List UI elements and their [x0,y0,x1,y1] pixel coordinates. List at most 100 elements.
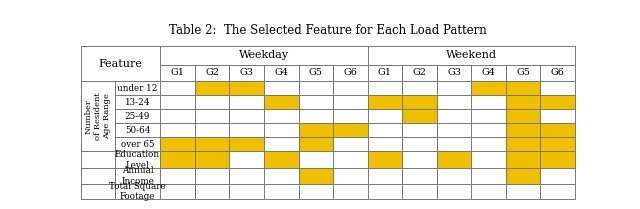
Text: Number
of Resident
Age Range: Number of Resident Age Range [84,93,111,140]
Bar [195,151,230,168]
Bar [333,184,367,199]
Bar [471,137,506,151]
Bar [368,109,402,123]
Bar [161,65,195,82]
Text: 13-24: 13-24 [125,98,150,107]
Text: G4: G4 [482,69,495,78]
Bar [81,46,161,82]
Bar [471,82,506,95]
Bar [230,123,264,137]
Bar [161,168,195,184]
Bar [540,151,575,168]
Bar [299,151,333,168]
Text: G5: G5 [516,69,530,78]
Bar [333,95,367,109]
Bar [540,123,575,137]
Bar [195,65,230,82]
Bar [333,82,367,95]
Bar [540,109,575,123]
Bar [115,82,161,95]
Bar [436,184,471,199]
Bar [195,184,230,199]
Bar [115,109,161,123]
Bar [115,168,161,184]
Bar [402,65,436,82]
Text: G3: G3 [240,69,253,78]
Bar [368,46,575,65]
Bar [264,168,299,184]
Bar [368,65,402,82]
Bar [506,65,540,82]
Bar [299,95,333,109]
Bar [540,95,575,109]
Bar [402,151,436,168]
Bar [81,168,115,184]
Bar [436,137,471,151]
Bar [506,184,540,199]
Bar [368,137,402,151]
Bar [436,168,471,184]
Text: Annual
Income: Annual Income [121,166,154,186]
Text: G4: G4 [275,69,288,78]
Text: Weekday: Weekday [239,50,289,60]
Bar [471,184,506,199]
Bar [195,168,230,184]
Bar [264,123,299,137]
Bar [506,109,540,123]
Bar [506,82,540,95]
Bar [540,184,575,199]
Bar [264,137,299,151]
Bar [81,151,115,168]
Bar [402,82,436,95]
Bar [115,151,161,168]
Text: G1: G1 [378,69,392,78]
Bar [299,137,333,151]
Bar [299,168,333,184]
Bar [230,82,264,95]
Bar [299,123,333,137]
Bar [333,168,367,184]
Bar [471,168,506,184]
Bar [161,151,195,168]
Text: Feature: Feature [99,59,143,69]
Bar [81,184,115,199]
Bar [195,137,230,151]
Bar [333,151,367,168]
Text: 50-64: 50-64 [125,126,150,135]
Bar [230,168,264,184]
Bar [230,65,264,82]
Text: Weekend: Weekend [446,50,497,60]
Bar [436,82,471,95]
Text: G2: G2 [205,69,219,78]
Bar [506,123,540,137]
Bar [436,65,471,82]
Bar [402,109,436,123]
Bar [471,65,506,82]
Text: G1: G1 [171,69,184,78]
Bar [115,123,161,137]
Bar [115,184,161,199]
Bar [436,95,471,109]
Bar [368,82,402,95]
Bar [368,168,402,184]
Bar [299,184,333,199]
Bar [299,82,333,95]
Bar [540,168,575,184]
Text: G3: G3 [447,69,461,78]
Bar [402,137,436,151]
Bar [230,184,264,199]
Bar [402,123,436,137]
Bar [333,123,367,137]
Bar [115,95,161,109]
Text: under 12: under 12 [117,84,157,93]
Bar [195,123,230,137]
Bar [264,82,299,95]
Bar [402,184,436,199]
Bar [299,65,333,82]
Bar [368,184,402,199]
Bar [299,109,333,123]
Bar [264,109,299,123]
Bar [230,151,264,168]
Bar [506,137,540,151]
Text: 25-49: 25-49 [125,112,150,121]
